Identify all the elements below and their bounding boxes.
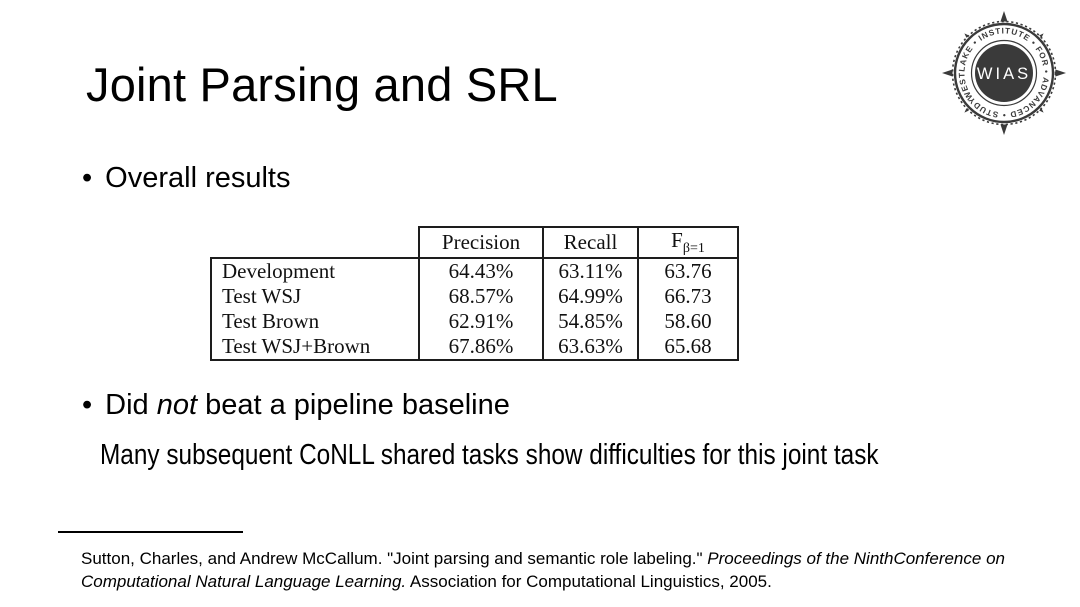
page-title: Joint Parsing and SRL xyxy=(86,58,558,111)
bullet2-pre: Did xyxy=(105,389,157,421)
f-base: F xyxy=(671,228,683,252)
citation-publisher: Association for Computational Linguistic… xyxy=(406,571,772,591)
results-table: Precision Recall Fβ=1 Development 64.43%… xyxy=(210,225,739,361)
bullet-marker: • xyxy=(82,162,93,194)
bullet-text: Overall results xyxy=(105,162,291,194)
citation-venue-part1: Proceedings of the Ninth xyxy=(707,549,894,568)
cell-f1: 65.68 xyxy=(637,334,739,361)
bullet-text: Did not beat a pipeline baseline xyxy=(105,388,510,423)
footnote-citation: Sutton, Charles, and Andrew McCallum. "J… xyxy=(81,548,1011,593)
bullet-marker: • xyxy=(82,389,93,421)
cell-f1: 58.60 xyxy=(637,309,739,335)
header-recall: Recall xyxy=(542,225,639,260)
f-subscript: β=1 xyxy=(682,241,705,257)
citation-venue-part2: Conference on Computational Natural Lang… xyxy=(81,549,1005,591)
logo-center-text: WIAS xyxy=(977,65,1031,83)
table-row: Test WSJ+Brown 67.86% 63.63% 65.68 xyxy=(210,334,739,361)
table-row: Test Brown 62.91% 54.85% 58.60 xyxy=(210,309,739,335)
cell-precision: 64.43% xyxy=(418,258,544,285)
bullet-pipeline-baseline: • Did not beat a pipeline baseline xyxy=(82,388,510,423)
cell-recall: 63.63% xyxy=(542,334,639,361)
subline-conll-note: Many subsequent CoNLL shared tasks show … xyxy=(100,439,879,471)
row-label: Test Brown xyxy=(210,309,420,335)
wias-logo: WESTLAKE • INSTITUTE • FOR • ADVANCED • … xyxy=(941,10,1067,136)
cell-recall: 63.11% xyxy=(542,258,639,285)
row-label: Development xyxy=(210,258,420,285)
header-precision: Precision xyxy=(418,225,544,260)
cell-precision: 67.86% xyxy=(418,334,544,361)
footnote-divider xyxy=(58,531,243,533)
table-row: Development 64.43% 63.11% 63.76 xyxy=(210,258,739,285)
header-fmeasure: Fβ=1 xyxy=(637,225,739,260)
bullet-overall-results: • Overall results xyxy=(82,161,290,196)
row-label: Test WSJ+Brown xyxy=(210,334,420,361)
cell-recall: 64.99% xyxy=(542,284,639,310)
header-blank-cell xyxy=(211,227,419,258)
cell-precision: 62.91% xyxy=(418,309,544,335)
cell-precision: 68.57% xyxy=(418,284,544,310)
citation-authors: Sutton, Charles, and Andrew McCallum. "J… xyxy=(81,549,708,568)
table-row: Test WSJ 68.57% 64.99% 66.73 xyxy=(210,284,739,310)
wias-compass-icon: WESTLAKE • INSTITUTE • FOR • ADVANCED • … xyxy=(941,10,1067,136)
bullet2-post: beat a pipeline baseline xyxy=(197,389,510,421)
cell-f1: 66.73 xyxy=(637,284,739,310)
table-header-row: Precision Recall Fβ=1 xyxy=(211,225,739,260)
row-label: Test WSJ xyxy=(210,284,420,310)
bullet2-italic: not xyxy=(156,389,198,421)
cell-recall: 54.85% xyxy=(542,309,639,335)
cell-f1: 63.76 xyxy=(637,258,739,285)
